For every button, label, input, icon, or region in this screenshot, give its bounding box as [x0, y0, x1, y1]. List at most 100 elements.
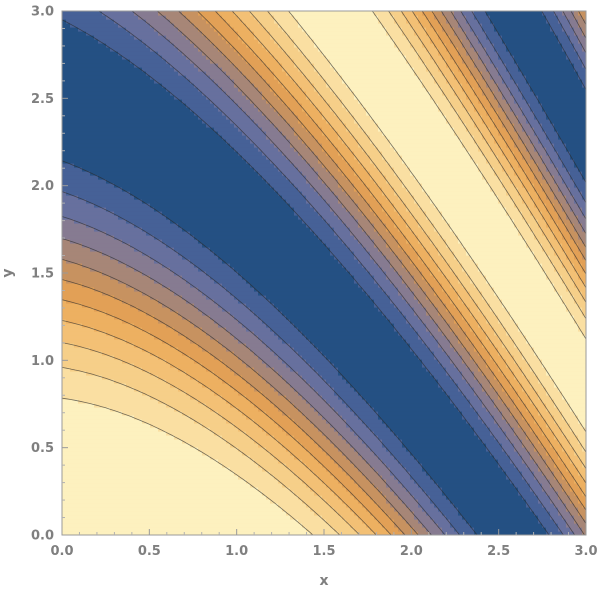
contour-cell	[62, 511, 67, 516]
contour-cell	[178, 523, 183, 528]
contour-cell	[202, 323, 207, 328]
contour-cell	[70, 463, 75, 468]
contour-cell	[130, 443, 135, 448]
contour-cell	[194, 315, 199, 320]
contour-cell	[182, 111, 187, 116]
contour-cell	[202, 67, 207, 72]
contour-cell	[110, 123, 115, 128]
contour-cell	[198, 331, 203, 336]
contour-cell	[206, 307, 211, 312]
contour-cell	[114, 471, 119, 476]
contour-cell	[94, 163, 99, 168]
contour-cell	[86, 471, 91, 476]
contour-cell	[82, 159, 87, 164]
contour-cell	[178, 427, 183, 432]
contour-cell	[194, 451, 199, 456]
contour-cell	[202, 139, 207, 144]
contour-cell	[182, 451, 187, 456]
contour-cell	[62, 51, 67, 56]
contour-cell	[170, 315, 175, 320]
contour-cell	[178, 139, 183, 144]
contour-cell	[102, 503, 107, 508]
contour-cell	[162, 355, 167, 360]
contour-cell	[150, 439, 155, 444]
contour-cell	[206, 103, 211, 108]
contour-cell	[82, 107, 87, 112]
contour-cell	[74, 379, 79, 384]
contour-cell	[178, 527, 183, 532]
contour-cell	[122, 251, 127, 256]
contour-cell	[206, 479, 211, 484]
contour-cell	[66, 475, 71, 480]
contour-cell	[210, 195, 215, 200]
contour-cell	[102, 255, 107, 260]
contour-cell	[134, 315, 139, 320]
contour-cell	[86, 383, 91, 388]
contour-cell	[74, 251, 79, 256]
contour-cell	[162, 475, 167, 480]
contour-cell	[202, 335, 207, 340]
contour-cell	[66, 499, 71, 504]
contour-cell	[126, 175, 131, 180]
contour-cell	[198, 507, 203, 512]
contour-cell	[106, 467, 111, 472]
contour-cell	[146, 299, 151, 304]
contour-cell	[170, 335, 175, 340]
contour-cell	[82, 79, 87, 84]
contour-cell	[142, 411, 147, 416]
contour-cell	[86, 279, 91, 284]
contour-cell	[146, 207, 151, 212]
contour-cell	[198, 351, 203, 356]
contour-cell	[86, 123, 91, 128]
contour-cell	[74, 451, 79, 456]
contour-cell	[62, 295, 67, 300]
contour-cell	[142, 171, 147, 176]
contour-cell	[190, 191, 195, 196]
contour-cell	[66, 379, 71, 384]
contour-cell	[174, 267, 179, 272]
contour-cell	[118, 451, 123, 456]
contour-cell	[66, 211, 71, 216]
contour-cell	[130, 215, 135, 220]
contour-cell	[158, 91, 163, 96]
contour-cell	[130, 139, 135, 144]
contour-cell	[102, 155, 107, 160]
contour-cell	[66, 255, 71, 260]
contour-cell	[178, 167, 183, 172]
contour-cell	[118, 67, 123, 72]
contour-cell	[158, 39, 163, 44]
contour-cell	[182, 171, 187, 176]
contour-cell	[106, 447, 111, 452]
contour-cell	[102, 415, 107, 420]
contour-cell	[150, 263, 155, 268]
contour-cell	[94, 479, 99, 484]
contour-cell	[122, 395, 127, 400]
contour-cell	[202, 159, 207, 164]
contour-cell	[174, 147, 179, 152]
contour-cell	[66, 147, 71, 152]
contour-cell	[86, 151, 91, 156]
contour-cell	[154, 83, 159, 88]
contour-cell	[62, 155, 67, 160]
contour-cell	[90, 191, 95, 196]
contour-cell	[122, 139, 127, 144]
contour-cell	[138, 439, 143, 444]
contour-cell	[194, 195, 199, 200]
contour-cell	[126, 51, 131, 56]
contour-cell	[114, 227, 119, 232]
contour-cell	[90, 359, 95, 364]
contour-cell	[146, 79, 151, 84]
contour-cell	[82, 175, 87, 180]
contour-cell	[146, 147, 151, 152]
contour-cell	[198, 335, 203, 340]
contour-cell	[114, 267, 119, 272]
contour-cell	[126, 399, 131, 404]
contour-cell	[130, 203, 135, 208]
contour-cell	[166, 527, 171, 532]
contour-cell	[86, 379, 91, 384]
contour-cell	[206, 111, 211, 116]
contour-cell	[90, 159, 95, 164]
contour-cell	[206, 127, 211, 132]
contour-cell	[170, 491, 175, 496]
contour-cell	[210, 175, 215, 180]
